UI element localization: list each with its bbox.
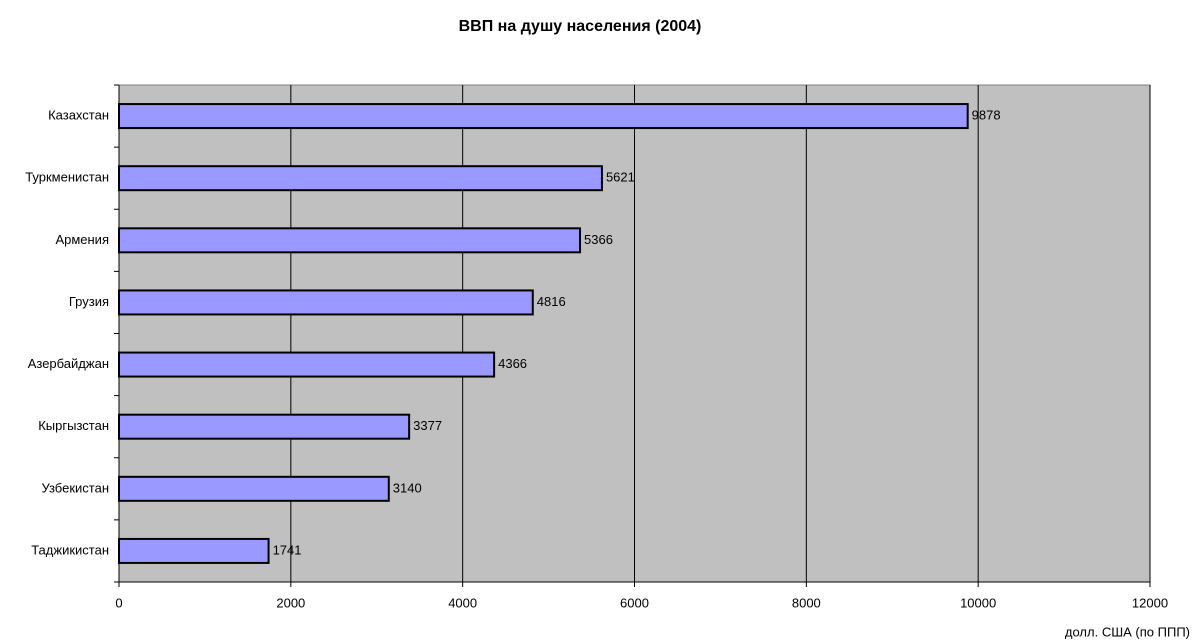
y-tick-label: Казахстан [48,108,109,123]
y-tick-label: Азербайджан [28,356,109,371]
value-label: 5366 [584,232,613,247]
x-tick-label: 2000 [276,595,305,610]
y-tick-label: Туркменистан [25,170,109,185]
y-tick-label: Узбекистан [41,480,109,495]
bar [118,165,603,192]
value-label: 5621 [606,170,635,185]
x-tick-label: 0 [115,595,122,610]
value-label: 9878 [972,108,1001,123]
value-label: 4366 [498,356,527,371]
bar [118,351,496,378]
y-tick-label: Кыргызстан [38,418,109,433]
value-label: 3140 [393,480,422,495]
bar [118,413,411,440]
value-label: 4816 [537,294,566,309]
y-tick-label: Грузия [69,294,109,309]
y-tick-label: Армения [55,232,109,247]
value-label: 1741 [273,542,302,557]
x-tick-label: 6000 [620,595,649,610]
y-tick-label: Таджикистан [31,542,109,557]
bar [118,103,969,130]
bar [118,227,582,254]
x-tick-label: 4000 [448,595,477,610]
chart-title: ВВП на душу населения (2004) [459,18,702,35]
bar [118,475,390,502]
x-tick-label: 10000 [960,595,996,610]
x-tick-label: 8000 [792,595,821,610]
x-tick-label: 12000 [1132,595,1168,610]
x-axis-label: долл. США (по ППП) [1065,624,1190,639]
value-label: 3377 [413,418,442,433]
bar [118,289,534,316]
bar [118,537,270,564]
